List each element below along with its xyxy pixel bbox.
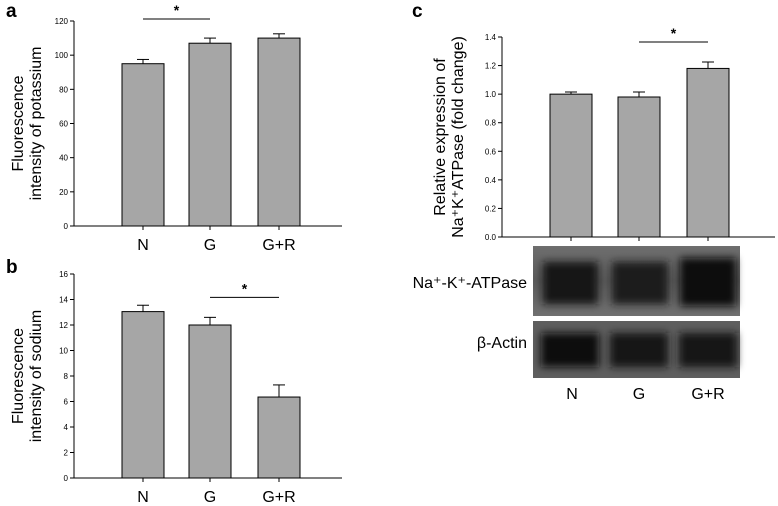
y-tick-label: 6 <box>64 398 69 407</box>
y-tick-label: 0.2 <box>485 204 497 213</box>
y-tick-label: 60 <box>59 120 68 129</box>
chart-c: 0.0 0.2 0.4 0.6 0.8 1.0 1.2 1.4 * Relative expres… <box>432 25 775 242</box>
band-atpase-g <box>612 262 668 304</box>
y-tick-label: 120 <box>55 17 69 26</box>
y-tick-label: 10 <box>59 347 68 356</box>
blot-lane-label: G+R <box>691 386 724 403</box>
y-tick-label: 1.0 <box>485 90 497 99</box>
blot-bands-actin <box>541 333 737 367</box>
y-axis-label-line: intensity of potassium <box>28 47 45 201</box>
category-label: N <box>137 237 149 254</box>
chart-a: 0 20 40 60 80 100 120 N G G+R * Fluorescenceintensi… <box>10 2 342 254</box>
panel-letter-a: a <box>6 1 17 22</box>
significance-star: * <box>671 25 677 41</box>
y-axis-label: Fluorescenceintensity of potassium <box>10 47 45 201</box>
category-label: N <box>137 489 149 506</box>
bar <box>257 37 301 227</box>
band-actin-n <box>541 333 599 367</box>
y-tick-label: 80 <box>59 85 68 94</box>
y-tick-label: 4 <box>64 423 69 432</box>
bar <box>257 396 301 479</box>
bar <box>121 63 165 227</box>
significance-star: * <box>174 2 180 18</box>
panel-letter-b: b <box>6 257 18 278</box>
y-axis-label: Relative expression ofNa⁺K⁺ATPase (fold … <box>432 36 467 238</box>
blot-label-actin: β-Actin <box>477 335 527 352</box>
band-actin-g <box>610 333 668 367</box>
chart-b: 0 2 4 6 8 10 12 14 16 N G G+R * Fluorescenceintensity… <box>10 270 342 506</box>
band-atpase-gr <box>680 258 736 306</box>
y-tick-label: 14 <box>59 296 68 305</box>
blot-bands-atpase <box>543 258 736 306</box>
bar <box>121 311 165 479</box>
category-label: G <box>204 489 216 506</box>
y-tick-label: 16 <box>59 270 68 279</box>
y-tick-label: 0.8 <box>485 119 497 128</box>
blot-lane-label: N <box>566 386 578 403</box>
y-tick-label: 20 <box>59 188 68 197</box>
bar <box>188 324 232 479</box>
bar <box>617 96 661 238</box>
y-tick-label: 1.2 <box>485 62 497 71</box>
y-tick-label: 0.0 <box>485 233 497 242</box>
band-actin-gr <box>679 333 737 367</box>
blot-lane-label: G <box>633 386 645 403</box>
category-label: G+R <box>262 489 295 506</box>
y-tick-label: 0.6 <box>485 147 497 156</box>
y-axis-label-line: Fluorescence <box>10 328 27 424</box>
y-axis-label-line: Relative expression of <box>432 58 449 216</box>
y-tick-label: 40 <box>59 154 68 163</box>
y-tick-label: 0 <box>64 222 69 231</box>
panel-letter-c: c <box>412 1 423 22</box>
y-axis-label: Fluorescenceintensity of sodium <box>10 310 45 443</box>
blot-label-atpase: Na⁺-K⁺-ATPase <box>413 275 528 292</box>
y-axis-label-line: intensity of sodium <box>28 310 45 443</box>
y-tick-label: 12 <box>59 321 68 330</box>
y-tick-label: 2 <box>64 449 69 458</box>
category-label: G <box>204 237 216 254</box>
western-blot: Na⁺-K⁺-ATPase β-Actin N G G+R <box>413 246 740 403</box>
y-tick-label: 100 <box>55 51 69 60</box>
bar <box>188 42 232 227</box>
category-label: G+R <box>262 237 295 254</box>
y-tick-label: 0.4 <box>485 176 497 185</box>
y-tick-label: 8 <box>64 372 69 381</box>
bar <box>686 67 730 238</box>
significance-star: * <box>242 280 248 296</box>
band-atpase-n <box>543 262 598 304</box>
y-tick-label: 1.4 <box>485 33 497 42</box>
y-axis-label-line: Fluorescence <box>10 75 27 171</box>
y-tick-label: 0 <box>64 474 69 483</box>
y-axis-label-line: Na⁺K⁺ATPase (fold change) <box>450 36 467 238</box>
bar <box>549 93 593 238</box>
